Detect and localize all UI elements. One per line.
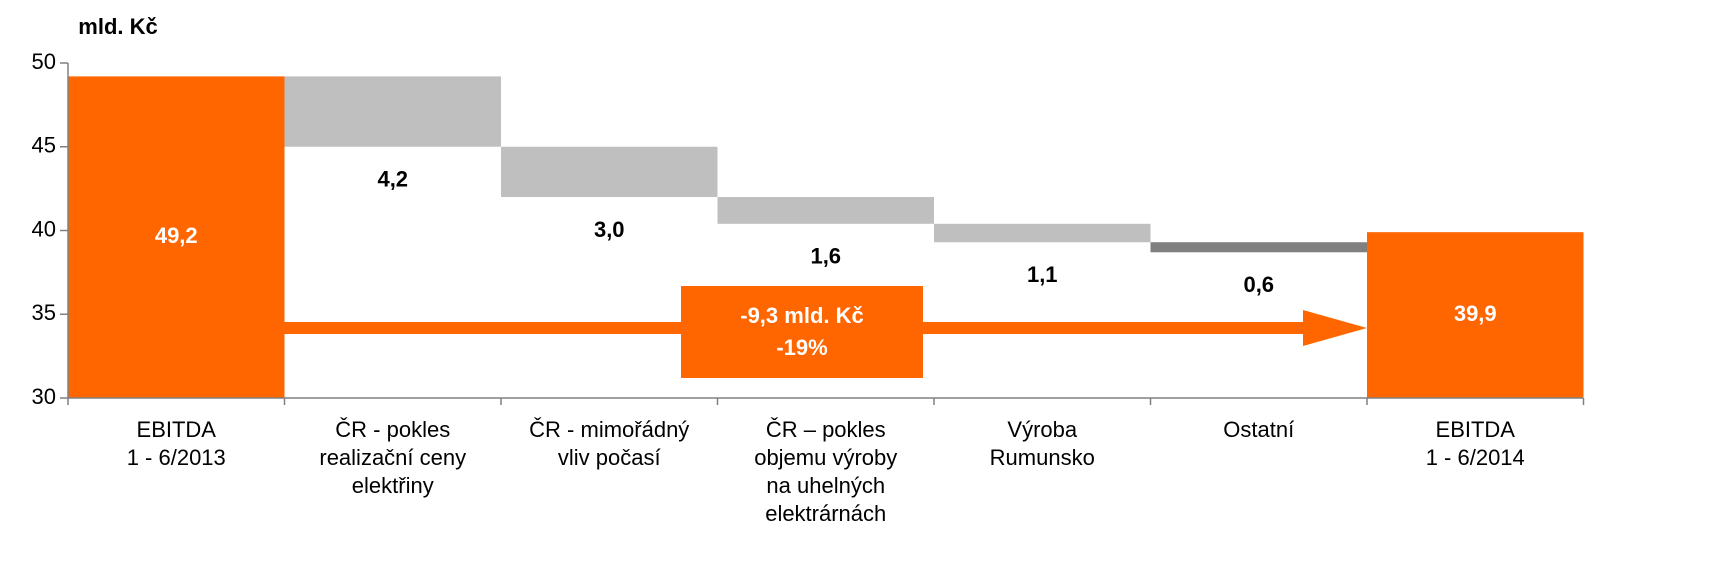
x-tick-label-line: 1 - 6/2014 (1426, 445, 1525, 470)
x-tick-label-line: Ostatní (1223, 417, 1294, 442)
y-tick-label: 35 (32, 300, 56, 325)
x-tick-label-line: ČR – pokles (766, 417, 886, 442)
x-tick-label-line: 1 - 6/2013 (127, 445, 226, 470)
x-tick-label-line: vliv počasí (558, 445, 661, 470)
x-tick-label-line: ČR - pokles (335, 417, 450, 442)
x-tick-label-line: Rumunsko (990, 445, 1095, 470)
bar (284, 76, 501, 147)
x-tick-label-line: Výroba (1007, 417, 1077, 442)
x-tick-label-line: na uhelných (766, 473, 885, 498)
value-label: 3,0 (594, 217, 625, 242)
x-tick-label-line: realizační ceny (319, 445, 466, 470)
x-tick-label: Ostatní (1223, 417, 1294, 442)
x-tick-label-line: objemu výroby (754, 445, 897, 470)
x-tick-label-line: EBITDA (137, 417, 217, 442)
bar (934, 223, 1151, 243)
x-tick-label: ČR - mimořádný vliv počasí (529, 417, 689, 470)
x-tick-label: Výroba Rumunsko (990, 417, 1095, 470)
x-tick-label: ČR - pokles realizační ceny elektřiny (319, 417, 466, 498)
arrow-head (1303, 310, 1367, 346)
annotation-text: -9,3 mld. Kč (740, 303, 863, 328)
x-tick-label-line: EBITDA (1436, 417, 1516, 442)
x-tick-label-line: elektřiny (352, 473, 434, 498)
bar (1367, 232, 1584, 398)
bar (501, 146, 718, 197)
y-axis-label: mld. Kč (78, 14, 157, 39)
bar (68, 76, 285, 399)
value-label: 4,2 (377, 167, 408, 192)
x-tick-label-line: ČR - mimořádný (529, 417, 689, 442)
x-tick-label: EBITDA 1 - 6/2014 (1426, 417, 1525, 470)
x-tick-label-line: elektrárnách (765, 501, 886, 526)
y-tick-label: 40 (32, 216, 56, 241)
annotation-box (681, 286, 923, 378)
y-tick-label: 45 (32, 133, 56, 158)
bar (1150, 242, 1367, 253)
value-label: 0,6 (1243, 272, 1274, 297)
x-tick-label: EBITDA 1 - 6/2013 (127, 417, 226, 470)
annotation-text: -19% (776, 335, 827, 360)
value-label: 1,1 (1027, 262, 1058, 287)
value-label: 1,6 (810, 244, 841, 269)
y-tick-label: 50 (32, 49, 56, 74)
value-label: 49,2 (155, 223, 198, 248)
x-tick-label: ČR – pokles objemu výroby na uhelných elekt… (754, 417, 897, 526)
value-label: 39,9 (1454, 301, 1497, 326)
bar (717, 197, 934, 224)
y-tick-label: 30 (32, 384, 56, 409)
